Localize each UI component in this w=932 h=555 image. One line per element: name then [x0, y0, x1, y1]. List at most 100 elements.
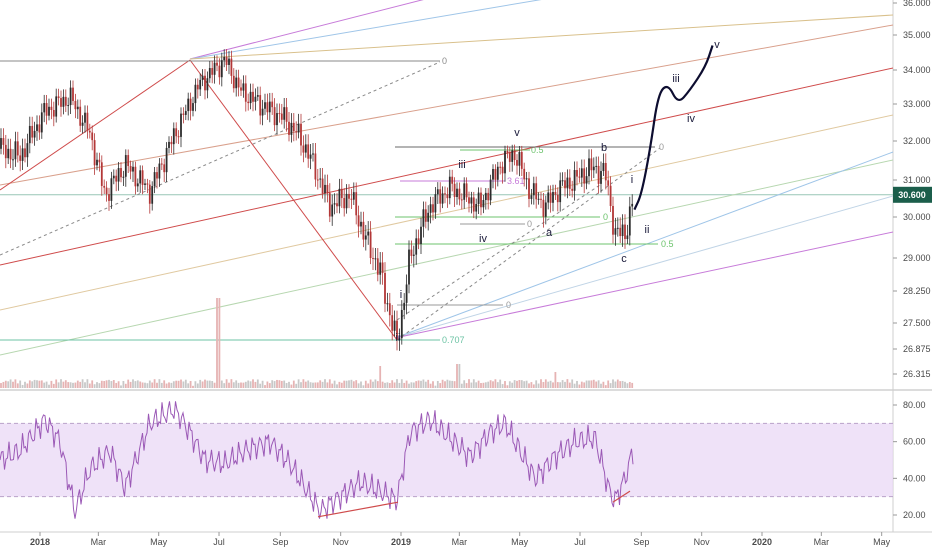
volume-bar: [316, 382, 319, 388]
candle-body: [408, 249, 410, 285]
volume-bar: [472, 379, 475, 388]
candle-body: [583, 168, 586, 184]
candle-body: [612, 205, 614, 235]
volume-bar: [355, 380, 358, 388]
volume-bar: [319, 380, 322, 388]
volume-bar: [220, 380, 223, 388]
volume-bar: [477, 380, 480, 388]
candle-body: [391, 315, 394, 331]
volume-bar: [302, 379, 305, 388]
volume-bar: [398, 382, 401, 388]
volume-bar: [422, 379, 425, 388]
candle-body: [336, 203, 338, 207]
candle-body: [602, 162, 605, 172]
price-axis-label: 28.250: [903, 286, 931, 296]
volume-bar: [280, 380, 283, 388]
candle-body: [460, 199, 463, 201]
volume-bar: [300, 382, 302, 388]
candle-body: [242, 83, 245, 91]
volume-bar: [38, 380, 41, 388]
volume-bar: [489, 380, 492, 388]
candle-body: [72, 87, 74, 101]
candle-body: [194, 84, 197, 104]
volume-bar: [628, 381, 631, 388]
candle-body: [151, 186, 154, 204]
candle-body: [585, 176, 588, 184]
candle-body: [127, 155, 130, 167]
wave-label: i: [400, 289, 402, 301]
volume-bar: [304, 381, 307, 388]
volume-bar: [619, 381, 622, 388]
volume-bar: [345, 380, 348, 388]
last-price-label: 30.600: [898, 190, 926, 200]
volume-bar: [60, 379, 62, 388]
candle-body: [352, 192, 355, 200]
candle-body: [542, 199, 545, 217]
candle-body: [396, 320, 398, 340]
candle-body: [21, 148, 24, 161]
volume-bar: [256, 379, 259, 388]
candle-body: [403, 302, 406, 310]
volume-bar: [295, 383, 298, 388]
candle-body: [256, 95, 259, 97]
volume-bar: [45, 381, 48, 388]
volume-bar: [292, 380, 295, 388]
candle-body: [592, 166, 595, 171]
candle-body: [588, 158, 590, 177]
trend-line-up: [0, 59, 191, 191]
candle-body: [38, 124, 41, 133]
candle-body: [616, 227, 619, 229]
channel-line: [394, 231, 894, 339]
candle-body: [556, 194, 559, 203]
volume-bar: [568, 382, 571, 388]
volume-bar: [410, 382, 413, 388]
volume-bar: [324, 379, 326, 388]
candle-body: [614, 228, 617, 235]
time-axis-label: Nov: [333, 537, 350, 547]
volume-bar: [266, 381, 269, 388]
volume-bar: [564, 381, 566, 388]
wave-label: iii: [458, 159, 465, 171]
candle-body: [187, 98, 190, 112]
volume-bar: [554, 372, 557, 388]
candle-body: [64, 96, 67, 106]
candle-body: [264, 102, 266, 109]
candle-body: [309, 154, 312, 159]
candle-body: [628, 206, 631, 236]
fib-level-label: 3.61: [507, 176, 525, 186]
candle-body: [463, 183, 466, 200]
volume-bar: [612, 379, 614, 388]
volume-bar: [268, 383, 271, 388]
volume-bar: [16, 383, 19, 388]
volume-bar: [328, 379, 331, 388]
candle-body: [55, 96, 58, 117]
fib-level-label: 0: [506, 300, 511, 310]
volume-bar: [228, 382, 230, 388]
candle-body: [7, 148, 10, 159]
projection-path: [633, 45, 714, 211]
volume-bar: [194, 381, 197, 388]
volume-bar: [604, 385, 607, 388]
volume-bar: [244, 381, 247, 388]
candle-body: [609, 185, 612, 206]
volume-bar: [508, 381, 511, 388]
time-axis-label: Sep: [633, 537, 649, 547]
volume-bar: [31, 381, 34, 388]
candle-body: [364, 235, 367, 240]
candle-body: [554, 192, 557, 195]
volume-bar: [93, 384, 96, 388]
candle-body: [597, 165, 600, 184]
volume-bar: [444, 381, 446, 388]
volume-bar: [566, 379, 569, 388]
candle-body: [230, 58, 233, 76]
candle-body: [168, 141, 170, 148]
fib-level-label: 0.707: [442, 335, 465, 345]
candle-body: [96, 159, 98, 166]
volume-bar: [403, 382, 406, 388]
volume-bar: [67, 382, 70, 388]
axis-layer: 36.000 35.000 34.000 33.000 32.000 31.000 30.0…: [30, 0, 932, 547]
candle-body: [81, 122, 84, 126]
wave-label: iv: [687, 113, 695, 125]
candle-body: [302, 145, 305, 153]
volume-bar: [588, 380, 590, 388]
